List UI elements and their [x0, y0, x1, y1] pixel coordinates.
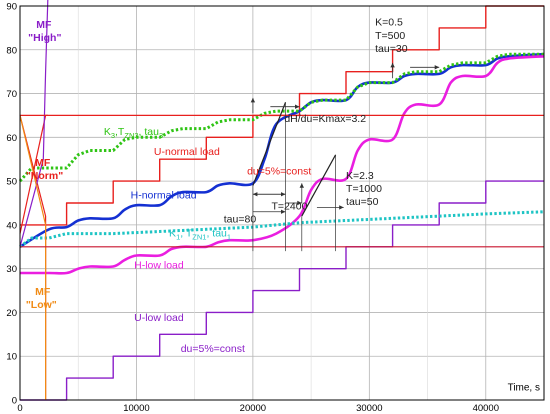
x-tick-label: 20000 — [240, 403, 266, 414]
plot-frame — [19, 5, 545, 401]
step-arrow-head — [295, 104, 300, 109]
step-arrow-head — [250, 97, 256, 103]
annotation-label: U-normal load — [154, 146, 220, 158]
annotations-layer: U-normal load du=5%=const H-normal load H-l… — [26, 17, 440, 355]
annotation-label: H-low load — [134, 260, 184, 272]
y-tick-label: 80 — [6, 45, 17, 56]
annotation-label: tau=80 — [224, 214, 257, 226]
annotation-label: U-low load — [134, 312, 184, 324]
series-h-normal-load — [19, 52, 545, 248]
annotation-label: du=5%=const — [247, 166, 311, 178]
series-tangent-1 — [252, 102, 287, 186]
step-arrow-head — [339, 205, 344, 210]
annotation-label: MF — [36, 19, 52, 31]
annotation-label: tau=30 — [375, 43, 408, 55]
series-k1-tzn1-tau1 — [19, 210, 545, 248]
label-part: , tau — [206, 228, 227, 240]
step-arrow-head — [390, 62, 395, 68]
step-arrow-head — [299, 183, 304, 188]
annotation-label: K=0.5 — [375, 17, 403, 29]
y-tick-label: 20 — [6, 308, 17, 319]
series-mf-low — [19, 115, 47, 400]
y-tick-label: 30 — [6, 264, 17, 275]
y-tick-label: 10 — [6, 352, 17, 363]
annotation-label: "Low" — [26, 299, 57, 311]
annotation-label: dH/du=Kmax=3.2 — [284, 113, 366, 125]
label-part: K — [169, 228, 176, 240]
label-part: ,T — [115, 126, 125, 138]
series-k3-tzn3-tau3 — [18, 52, 544, 183]
annotation-label: K=2.3 — [346, 170, 374, 182]
annotation-label: H-normal load — [131, 190, 197, 202]
dimension-arrow-head — [281, 209, 286, 214]
series-parameter-label: K3,TZN3, tau3 — [104, 126, 163, 140]
dimension-arrow-head — [297, 200, 302, 206]
annotation-label: "Norm" — [26, 170, 63, 182]
label-subscript: 3 — [111, 131, 115, 140]
dimension-arrow-head — [252, 192, 258, 197]
series-tangent-2 — [301, 154, 337, 217]
annotation-label: du=5%=const — [181, 343, 245, 355]
series-h-low-load — [20, 55, 545, 275]
series-layer — [18, 0, 545, 401]
step-arrow-head — [434, 65, 440, 70]
label-subscript: ZN1 — [192, 233, 206, 242]
label-subscript: 3 — [159, 131, 163, 140]
label-part: , T — [180, 228, 193, 240]
y-tick-label: 0 — [12, 396, 17, 407]
annotation-label: T=1000 — [346, 183, 382, 195]
annotation-label: MF — [35, 286, 51, 298]
annotation-label: T=500 — [375, 30, 405, 42]
y-tick-label: 90 — [6, 2, 17, 13]
series-parameter-label: K1, TZN1, tau1 — [169, 228, 231, 242]
label-part: , tau — [139, 126, 160, 138]
x-tick-label: 30000 — [356, 403, 382, 414]
y-tick-label: 60 — [6, 133, 17, 144]
y-tick-label: 40 — [6, 220, 17, 231]
annotation-label: "High" — [28, 32, 61, 44]
label-subscript: ZN3 — [124, 131, 138, 140]
x-tick-label: 40000 — [473, 403, 499, 414]
series-u-low-load — [20, 180, 544, 401]
axis-ticks: 0 10000 20000 30000 40000 0 10 20 30 40 50 60 70 80 90 — [6, 2, 499, 414]
x-axis-label: Time, s — [508, 382, 540, 393]
label-part: K — [104, 126, 111, 138]
label-subscript: 1 — [176, 233, 180, 242]
y-tick-label: 50 — [6, 177, 17, 188]
annotation-label: MF — [35, 157, 51, 169]
x-tick-label: 0 — [17, 403, 22, 414]
label-subscript: 1 — [227, 233, 231, 242]
annotation-label: tau=50 — [346, 196, 379, 208]
x-tick-label: 10000 — [123, 403, 149, 414]
y-tick-label: 70 — [6, 89, 17, 100]
